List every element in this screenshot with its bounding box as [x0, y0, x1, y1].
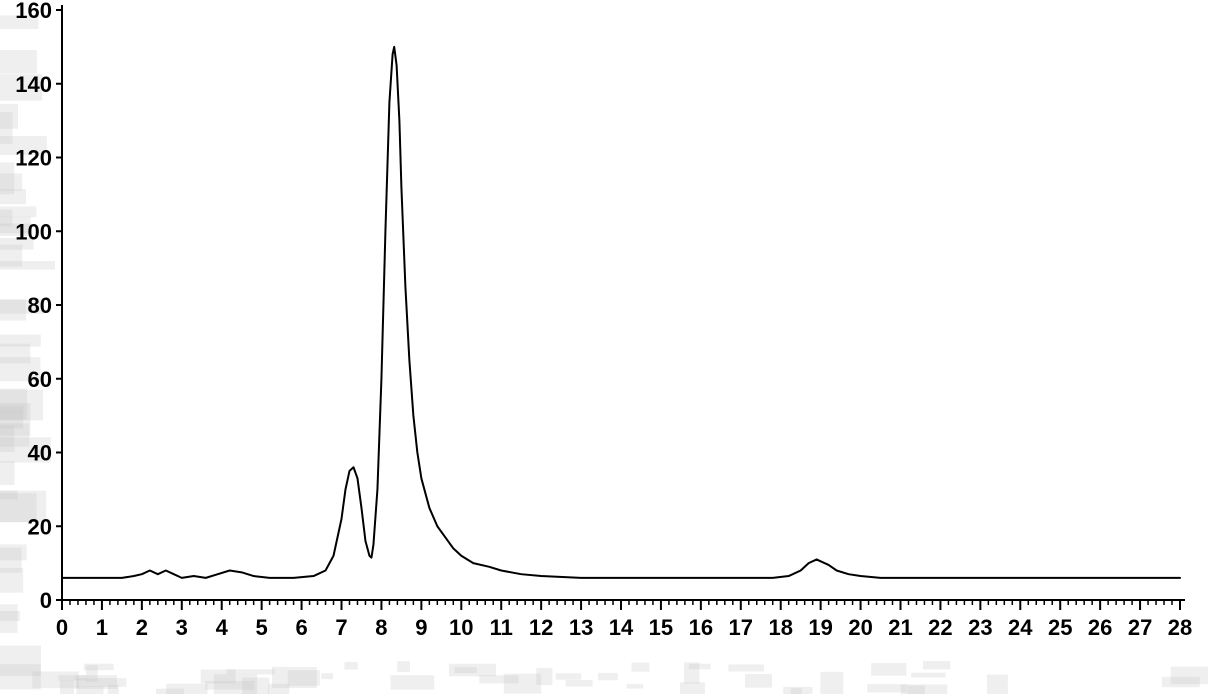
x-tick-label: 13: [569, 615, 593, 640]
x-tick-label: 22: [928, 615, 952, 640]
x-tick-label: 28: [1168, 615, 1192, 640]
y-tick-label: 160: [15, 0, 52, 23]
x-tick-label: 20: [848, 615, 872, 640]
x-tick-label: 14: [609, 615, 634, 640]
x-tick-label: 1: [96, 615, 108, 640]
x-tick-label: 23: [968, 615, 992, 640]
x-tick-label: 9: [415, 615, 427, 640]
y-tick-label: 140: [15, 72, 52, 97]
x-tick-label: 24: [1008, 615, 1033, 640]
x-tick-label: 5: [256, 615, 268, 640]
y-tick-label: 20: [28, 514, 52, 539]
x-tick-label: 21: [888, 615, 912, 640]
x-tick-label: 6: [295, 615, 307, 640]
y-tick-label: 80: [28, 293, 52, 318]
x-tick-label: 27: [1128, 615, 1152, 640]
y-tick-label: 120: [15, 146, 52, 171]
x-tick-label: 3: [176, 615, 188, 640]
x-tick-label: 2: [136, 615, 148, 640]
x-tick-label: 8: [375, 615, 387, 640]
x-tick-label: 10: [449, 615, 473, 640]
chart-canvas: 0204060801001201401600123456789101112131…: [0, 0, 1208, 694]
x-tick-label: 26: [1088, 615, 1112, 640]
x-tick-label: 16: [689, 615, 713, 640]
x-tick-label: 4: [216, 615, 229, 640]
x-tick-label: 12: [529, 615, 553, 640]
x-tick-label: 11: [490, 615, 513, 640]
y-tick-label: 60: [28, 367, 52, 392]
y-tick-label: 100: [15, 219, 52, 244]
x-tick-label: 15: [649, 615, 673, 640]
x-tick-label: 0: [56, 615, 68, 640]
x-tick-label: 7: [335, 615, 347, 640]
x-tick-label: 18: [768, 615, 792, 640]
y-tick-label: 40: [28, 441, 52, 466]
chromatogram-chart: 0204060801001201401600123456789101112131…: [0, 0, 1208, 694]
y-tick-label: 0: [40, 588, 52, 613]
x-tick-label: 17: [729, 615, 753, 640]
x-tick-label: 19: [808, 615, 832, 640]
x-tick-label: 25: [1048, 615, 1072, 640]
